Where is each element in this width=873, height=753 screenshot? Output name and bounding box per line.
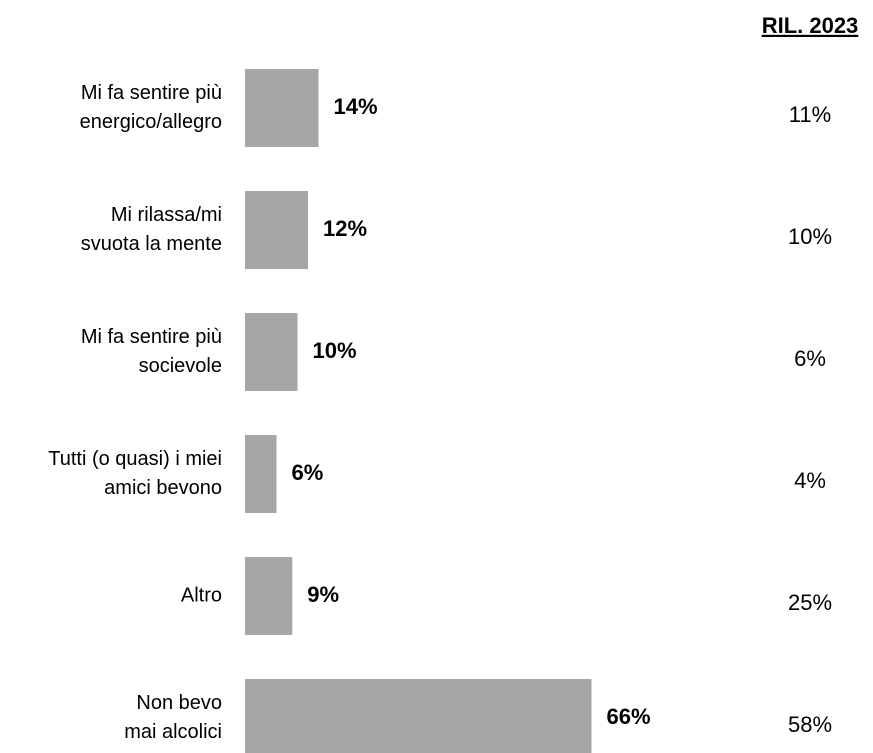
comparison-value: 10% bbox=[788, 224, 832, 249]
bar bbox=[245, 69, 319, 147]
comparison-value: 58% bbox=[788, 712, 832, 737]
bar bbox=[245, 557, 293, 635]
value-label: 6% bbox=[292, 460, 324, 485]
value-label: 14% bbox=[334, 94, 378, 119]
comparison-value: 11% bbox=[789, 102, 831, 127]
category-label: Non bevo bbox=[136, 692, 222, 714]
comparison-value: 6% bbox=[794, 346, 826, 371]
category-label: svuota la mente bbox=[81, 233, 222, 255]
category-label: energico/allegro bbox=[80, 111, 222, 133]
bar bbox=[245, 313, 298, 391]
value-label: 9% bbox=[307, 582, 339, 607]
category-label: Mi fa sentire più bbox=[81, 82, 222, 104]
category-label: Altro bbox=[181, 584, 222, 606]
category-label: Mi fa sentire più bbox=[81, 326, 222, 348]
category-label: amici bevono bbox=[104, 477, 222, 499]
category-label: Tutti (o quasi) i miei bbox=[48, 448, 222, 470]
value-label: 66% bbox=[607, 704, 651, 729]
comparison-header: RIL. 2023 bbox=[762, 13, 859, 38]
comparison-value: 4% bbox=[794, 468, 826, 493]
bar bbox=[245, 679, 592, 753]
value-label: 12% bbox=[323, 216, 367, 241]
bar bbox=[245, 435, 277, 513]
category-label: mai alcolici bbox=[124, 721, 222, 743]
value-label: 10% bbox=[313, 338, 357, 363]
category-label: socievole bbox=[139, 355, 222, 377]
bar bbox=[245, 191, 308, 269]
category-label: Mi rilassa/mi bbox=[111, 204, 222, 226]
comparison-value: 25% bbox=[788, 590, 832, 615]
